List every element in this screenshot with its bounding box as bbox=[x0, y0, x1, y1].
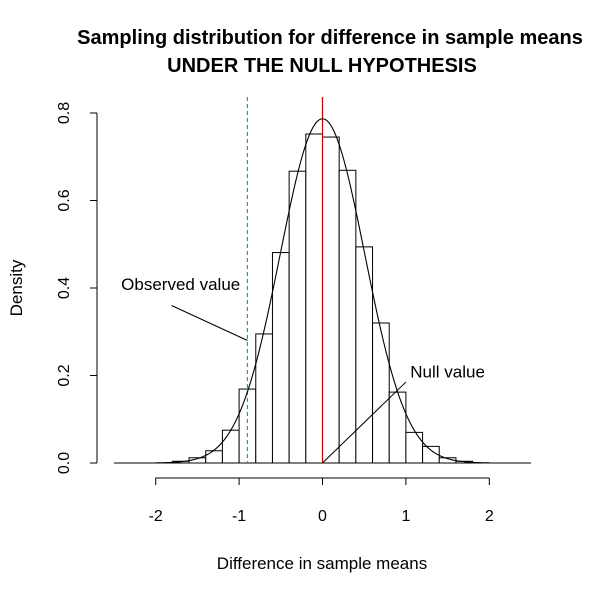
x-tick-label: -1 bbox=[232, 508, 246, 525]
histogram-bar bbox=[405, 431, 424, 464]
chart-subtitle: UNDER THE NULL HYPOTHESIS bbox=[167, 55, 477, 77]
x-axis-label: Difference in sample means bbox=[217, 554, 427, 573]
annotation-label: Null value bbox=[410, 363, 485, 382]
x-tick-label: -2 bbox=[149, 508, 163, 525]
y-tick-label: 0.2 bbox=[56, 364, 73, 386]
histogram-bar bbox=[305, 133, 324, 464]
x-tick-label: 2 bbox=[485, 508, 494, 525]
chart-title: Sampling distribution for difference in … bbox=[77, 27, 583, 49]
annotation-pointer bbox=[171, 305, 248, 341]
histogram-bar bbox=[288, 170, 307, 464]
histogram-bar bbox=[271, 252, 290, 464]
histogram-bar bbox=[338, 169, 357, 464]
reference-lines bbox=[246, 97, 324, 463]
x-axis: -2 -1 0 1 2 bbox=[149, 477, 494, 525]
histogram-bar bbox=[322, 136, 340, 464]
histogram-bar bbox=[205, 450, 223, 464]
histogram-bar bbox=[422, 445, 440, 464]
density-curve-line bbox=[155, 118, 490, 464]
histogram-bar bbox=[372, 322, 390, 464]
annotations: Observed value Null value bbox=[121, 275, 485, 464]
y-axis: 0.0 0.2 0.4 0.6 0.8 bbox=[56, 102, 98, 474]
y-tick-label: 0.4 bbox=[56, 277, 73, 299]
histogram-bar bbox=[388, 391, 407, 464]
y-axis-label: Density bbox=[7, 259, 26, 316]
x-tick-label: 0 bbox=[318, 508, 327, 525]
x-tick-label: 1 bbox=[401, 508, 410, 525]
annotation-label: Observed value bbox=[121, 275, 240, 294]
y-tick-label: 0.8 bbox=[56, 102, 73, 124]
histogram-bar bbox=[221, 429, 240, 464]
histogram-bars bbox=[171, 133, 474, 464]
density-curve bbox=[155, 118, 490, 464]
annotation-pointer bbox=[322, 381, 407, 464]
y-tick-label: 0.6 bbox=[56, 189, 73, 211]
y-tick-label: 0.0 bbox=[56, 452, 73, 474]
